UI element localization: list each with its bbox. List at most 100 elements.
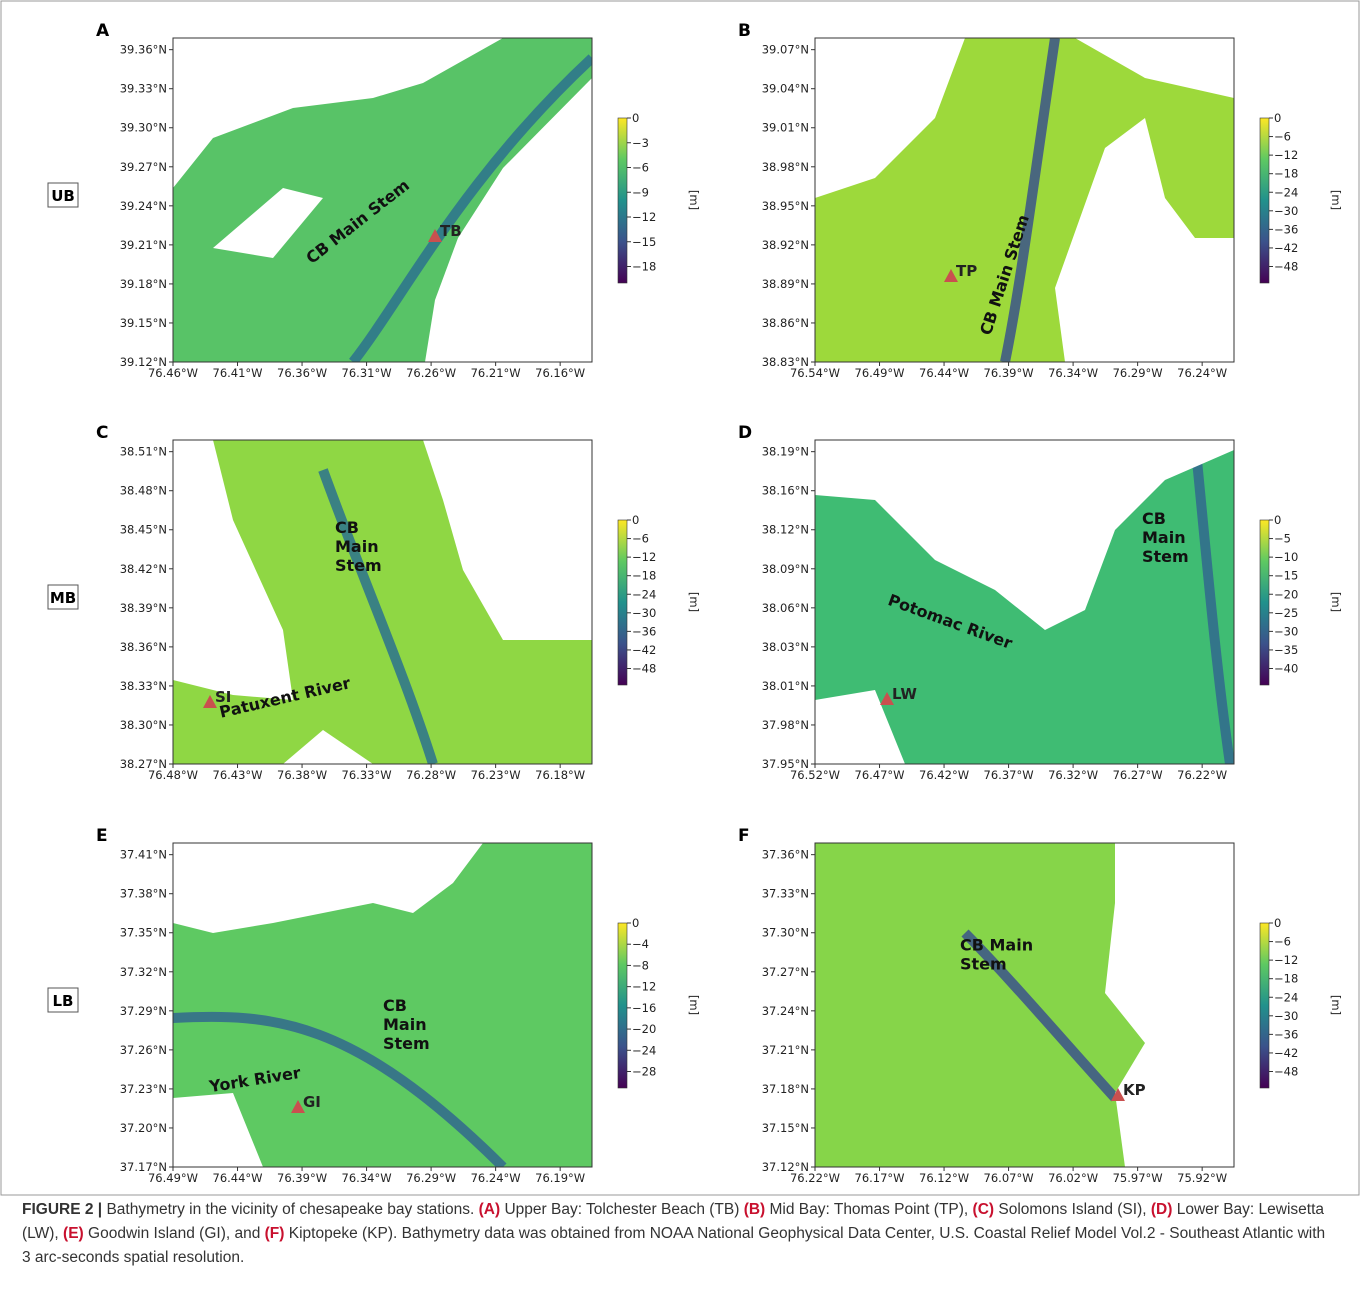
station-marker <box>880 692 894 705</box>
plot-frame <box>814 842 1235 1168</box>
station-marker <box>203 695 217 708</box>
x-tick-label: 76.49°W <box>855 366 905 380</box>
land <box>1055 118 1234 362</box>
x-tick-label: 75.92°W <box>1177 1171 1227 1185</box>
y-tick-label: 38.36°N <box>120 640 167 654</box>
annotation-line: Stem <box>1142 547 1189 566</box>
y-tick-label: 39.07°N <box>762 43 809 57</box>
x-tick-label: 76.02°W <box>1048 1171 1098 1185</box>
x-tick-label: 76.34°W <box>342 1171 392 1185</box>
station-label: KP <box>1123 1081 1146 1099</box>
x-tick-label: 76.32°W <box>1048 768 1098 782</box>
x-tick-label: 76.29°W <box>1113 366 1163 380</box>
y-tick-label: 37.29°N <box>120 1004 167 1018</box>
x-tick-label: 76.27°W <box>1113 768 1163 782</box>
colorbar-tick-label: −6 <box>632 532 649 546</box>
y-tick-label: 39.21°N <box>120 238 167 252</box>
colorbar-tick-label: −35 <box>1274 643 1298 657</box>
land <box>213 188 323 258</box>
colorbar-tick-label: −20 <box>632 1022 656 1036</box>
y-tick-label: 39.33°N <box>120 82 167 96</box>
x-tick-label: 76.44°W <box>213 1171 263 1185</box>
station-label: LW <box>892 685 917 703</box>
station-marker <box>291 1100 305 1113</box>
map <box>173 843 592 1167</box>
colorbar-tick-label: 0 <box>1274 513 1281 527</box>
y-tick-label: 37.20°N <box>120 1121 167 1135</box>
x-tick-label: 76.36°W <box>277 366 327 380</box>
panel: E LB 76.49°W 76.44°W 76.39°W 76.34°W 76.29°W 76… <box>47 826 701 1185</box>
y-tick-label: 38.89°N <box>762 277 809 291</box>
panel: B 76.54°W 76.49°W 76.44°W 76.39°W 76.34°W 76.2… <box>738 21 1343 380</box>
plot-frame <box>172 842 593 1168</box>
y-tick-label: 39.27°N <box>120 160 167 174</box>
y-tick-label: 38.51°N <box>120 445 167 459</box>
plot-frame <box>172 37 593 363</box>
colorbar-tick-label: −48 <box>1274 260 1298 274</box>
annotation-line: Main <box>335 537 379 556</box>
caption-segment: Mid Bay: Thomas Point (TP), <box>765 1201 973 1218</box>
panel: A UB 76.46°W 76.41°W 76.36°W 76.31°W 76.26°W 76… <box>47 21 701 380</box>
caption-segment: (E) <box>63 1225 84 1242</box>
region-box <box>47 584 79 610</box>
caption-segment: (F) <box>264 1225 285 1242</box>
land <box>173 440 293 700</box>
colorbar-tick-label: −28 <box>632 1065 656 1079</box>
annotation: CB Main Stem <box>383 996 430 1053</box>
y-tick-label: 37.30°N <box>762 926 809 940</box>
y-tick-label: 39.12°N <box>120 355 167 369</box>
y-tick-label: 37.33°N <box>762 887 809 901</box>
colorbar-tick-label: 0 <box>632 916 639 930</box>
annotation-line: Stem <box>960 955 1007 974</box>
y-tick-label: 39.24°N <box>120 199 167 213</box>
y-tick-label: 37.38°N <box>120 887 167 901</box>
x-tick-label: 76.23°W <box>471 768 521 782</box>
caption-segment: Upper Bay: Tolchester Beach (TB) <box>500 1201 744 1218</box>
map <box>173 38 592 362</box>
colorbar-tick-label: −6 <box>1274 130 1291 144</box>
x-tick-label: 76.47°W <box>855 768 905 782</box>
channel <box>961 929 1119 1102</box>
colorbar-tick-label: −30 <box>1274 624 1298 638</box>
colorbar-tick-label: −36 <box>1274 222 1298 236</box>
x-tick-label: 76.43°W <box>213 768 263 782</box>
colorbar-tick-label: −36 <box>1274 1027 1298 1041</box>
map <box>815 843 1234 1167</box>
land <box>423 440 592 640</box>
colorbar-tick-label: −42 <box>632 643 656 657</box>
land <box>173 843 483 933</box>
y-tick-label: 37.32°N <box>120 965 167 979</box>
y-tick-label: 39.36°N <box>120 43 167 57</box>
y-tick-label: 37.17°N <box>120 1160 167 1174</box>
colorbar-tick-label: −9 <box>632 185 649 199</box>
colorbar-tick-label: −3 <box>632 136 649 150</box>
annotation-line: CB <box>335 518 359 537</box>
land <box>1075 38 1234 98</box>
colorbar-tick-label: −42 <box>1274 1046 1298 1060</box>
channel <box>173 1011 507 1167</box>
x-tick-label: 76.37°W <box>984 768 1034 782</box>
colorbar-tick-label: −30 <box>632 606 656 620</box>
y-tick-label: 38.83°N <box>762 355 809 369</box>
caption-segment: Kiptopeke (KP). Bathymetry data was obta… <box>22 1225 1330 1266</box>
x-tick-label: 76.39°W <box>984 366 1034 380</box>
station-label: TP <box>956 262 977 280</box>
colorbar-tick-label: −4 <box>632 937 649 951</box>
y-tick-label: 37.12°N <box>762 1160 809 1174</box>
colorbar-tick-label: 0 <box>632 513 639 527</box>
y-tick-label: 38.09°N <box>762 562 809 576</box>
y-tick-label: 39.30°N <box>120 121 167 135</box>
colorbar-tick-label: −48 <box>632 662 656 676</box>
x-tick-label: 76.07°W <box>984 1171 1034 1185</box>
region-label: UB <box>51 187 75 205</box>
colorbar-tick-label: −20 <box>1274 587 1298 601</box>
map <box>173 440 592 764</box>
colorbar-tick-label: −36 <box>632 624 656 638</box>
colorbar-tick-label: −48 <box>1274 1065 1298 1079</box>
x-tick-label: 76.46°W <box>148 366 198 380</box>
annotation: CB Main Stem <box>335 518 382 575</box>
station-label: GI <box>303 1093 321 1111</box>
x-tick-label: 76.33°W <box>342 768 392 782</box>
x-tick-label: 76.34°W <box>1048 366 1098 380</box>
colorbar-label: [m] <box>687 190 701 210</box>
